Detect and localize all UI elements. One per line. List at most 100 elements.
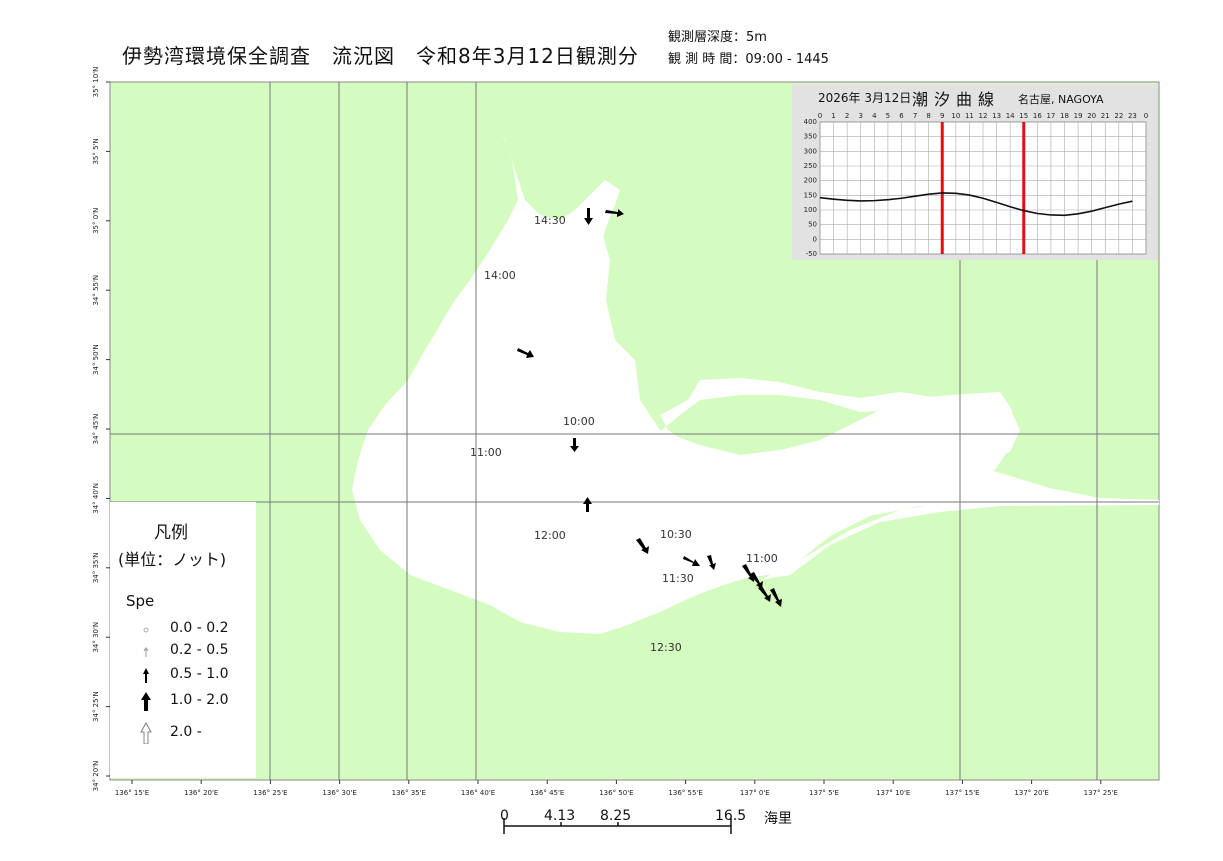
legend-label: 1.0 - 2.0 [170, 692, 229, 708]
current-arrow [517, 348, 534, 358]
tide-hour-label: 4 [872, 112, 877, 120]
tide-hour-label: 19 [1074, 112, 1083, 120]
latitude-tick-label: 34° 25'N [92, 691, 100, 722]
longitude-tick-label: 136° 30'E [322, 789, 356, 797]
scale-unit: 海里 [764, 811, 792, 827]
current-arrow [583, 497, 592, 512]
tide-hour-label: 3 [859, 112, 863, 120]
current-arrow [605, 209, 624, 217]
scale-tick-1: 4.13 [544, 808, 576, 824]
latitude-labels: 35° 10'N 35° 5'N 35° 0'N 34° 55'N 34° 50'N 34… [92, 67, 110, 792]
current-arrow [636, 538, 649, 554]
tide-hour-label: 2 [845, 112, 849, 120]
scale-tick-3: 16.5 [715, 808, 747, 824]
legend-arrow-icon [143, 627, 149, 633]
time-label-5: 12:00 [534, 529, 566, 542]
latitude-tick-label: 34° 50'N [92, 344, 100, 375]
tide-level-label: 0 [813, 235, 817, 243]
tide-curve [819, 192, 1133, 217]
longitude-tick-label: 136° 55'E [668, 789, 702, 797]
tide-hour-label: 16 [1033, 112, 1042, 120]
latitude-tick-label: 35° 0'N [92, 208, 100, 234]
latitude-tick-label: 35° 5'N [92, 138, 100, 164]
legend-row: 0.5 - 1.0 [110, 664, 256, 686]
time-label-9: 12:30 [650, 641, 682, 654]
longitude-tick-label: 136° 25'E [253, 789, 287, 797]
latitude-tick-label: 34° 40'N [92, 483, 100, 514]
tide-chart-place: 名古屋, NAGOYA [1018, 93, 1104, 106]
longitude-tick-label: 136° 40'E [461, 789, 495, 797]
tide-hour-label: 11 [965, 112, 974, 120]
latitude-tick-label: 34° 20'N [92, 761, 100, 792]
current-arrow [758, 586, 771, 602]
scale-tick-0: 0 [500, 808, 509, 824]
tide-hour-label: 0 [1144, 112, 1148, 120]
tide-chart-date: 2026年 3月12日 [818, 91, 912, 105]
current-arrow [770, 588, 782, 607]
depth-label: 観測層深度：5m [668, 30, 767, 45]
legend-label: 0.5 - 1.0 [170, 666, 229, 682]
legend-arrow-icon [141, 692, 151, 711]
legend-unit: (単位：ノット) [118, 550, 227, 569]
time-label-2: 14:00 [484, 269, 516, 282]
time-label-3: 10:00 [563, 415, 595, 428]
current-arrow [570, 438, 579, 452]
legend-row: 1.0 - 2.0 [110, 690, 256, 712]
longitude-tick-label: 136° 50'E [599, 789, 633, 797]
current-arrow [707, 555, 716, 570]
tide-hour-label: 18 [1060, 112, 1069, 120]
time-label-8: 11:00 [746, 552, 778, 565]
legend-row: 0.0 - 0.2 [110, 618, 256, 640]
legend-title: 凡例 [154, 523, 188, 543]
longitude-tick-label: 137° 5'E [809, 789, 839, 797]
tide-hour-label: 17 [1046, 112, 1055, 120]
tide-level-label: 250 [804, 162, 817, 170]
tide-hour-label: 13 [992, 112, 1001, 120]
map-grid [110, 82, 1159, 780]
time-range-label: 観 測 時 間：09:00 - 1445 [668, 52, 829, 67]
legend-arrow-icon [143, 668, 149, 683]
latitude-tick-label: 34° 55'N [92, 275, 100, 306]
legend-label: 2.0 - [170, 724, 202, 740]
tide-hour-label: 12 [979, 112, 988, 120]
time-label-1: 14:30 [534, 214, 566, 227]
tide-level-label: 300 [804, 147, 817, 155]
tide-hour-label: 20 [1087, 112, 1096, 120]
tide-chart-inset: 2026年 3月12日 潮汐曲線 名古屋, NAGOYA 400 350 300 25… [792, 84, 1158, 260]
time-label-4: 11:00 [470, 446, 502, 459]
legend-box: 凡例 (単位：ノット) Spe 0.0 - 0.2 0.2 - 0.5 0.5 … [110, 502, 256, 778]
longitude-labels: 136° 15'E 136° 20'E 136° 25'E 136° 30'E 136°… [115, 780, 1118, 797]
tide-level-label: 400 [804, 118, 817, 126]
longitude-tick-label: 137° 0'E [740, 789, 770, 797]
ise-bay [360, 225, 1015, 632]
legend-field: Spe [126, 592, 155, 610]
longitude-tick-label: 136° 15'E [115, 789, 149, 797]
transect-time-labels: 14:30 14:00 10:00 11:00 12:00 10:30 11:3… [470, 214, 778, 654]
legend-row: 2.0 - [110, 722, 256, 744]
tide-hour-label: 15 [1019, 112, 1028, 120]
current-arrow [683, 556, 700, 566]
tide-level-label: 100 [804, 206, 817, 214]
tide-hour-label: 5 [886, 112, 890, 120]
latitude-tick-label: 34° 45'N [92, 414, 100, 445]
tide-hour-label: 10 [951, 112, 960, 120]
tide-hour-label: 8 [926, 112, 930, 120]
tide-hour-label: 21 [1101, 112, 1110, 120]
tide-level-label: 150 [804, 191, 817, 199]
map-title: 伊勢湾環境保全調査 流況図 令和8年3月12日観測分 [122, 44, 639, 68]
tide-hour-label: 23 [1128, 112, 1137, 120]
tide-hour-label: 9 [940, 112, 944, 120]
scale-bar [503, 818, 732, 834]
tide-hour-label: 22 [1114, 112, 1123, 120]
legend-arrow-icon [143, 647, 149, 657]
current-arrow [584, 208, 593, 225]
longitude-tick-label: 136° 20'E [184, 789, 218, 797]
legend-arrow-icon [140, 722, 152, 744]
current-arrow [750, 572, 763, 589]
tide-hour-label: 0 [818, 112, 822, 120]
tide-level-label: 350 [804, 133, 817, 141]
longitude-tick-label: 137° 25'E [1084, 789, 1118, 797]
longitude-tick-label: 137° 20'E [1014, 789, 1048, 797]
tide-level-label: 200 [804, 177, 817, 185]
